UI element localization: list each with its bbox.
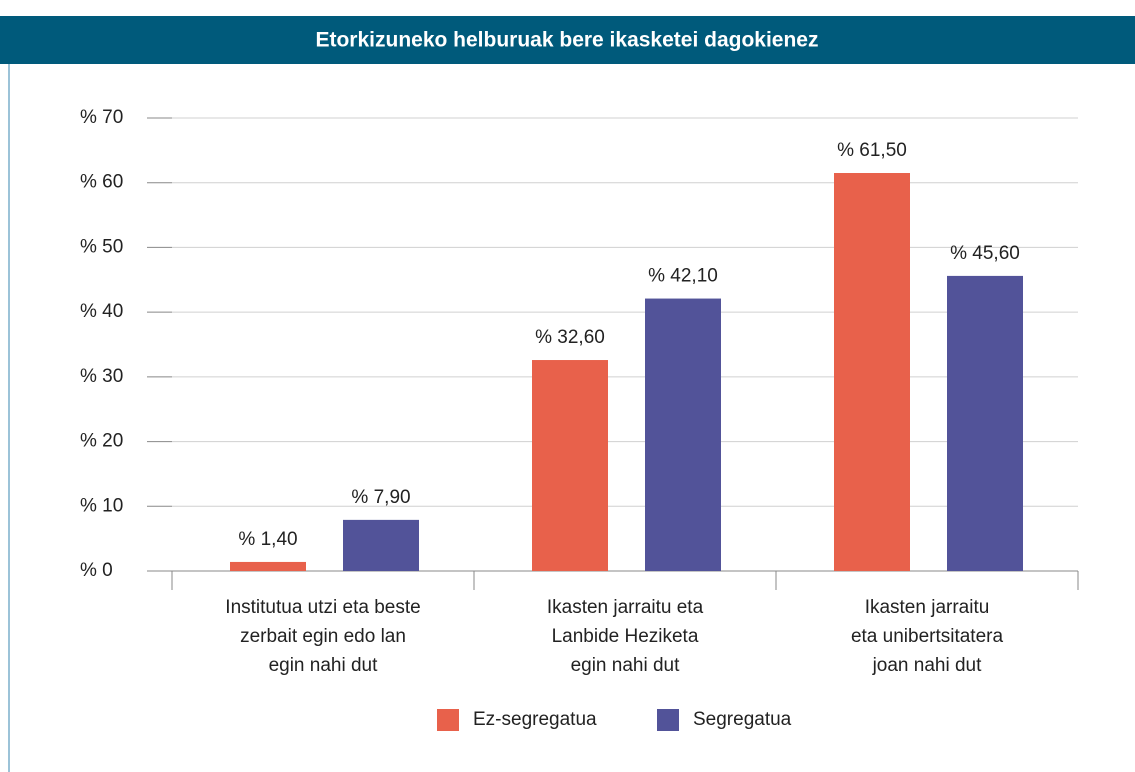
legend-label: Ez-segregatua	[473, 709, 597, 730]
y-tick-label: % 10	[80, 495, 123, 516]
bar	[947, 275, 1023, 571]
x-tick-label: egin nahi dut	[571, 655, 681, 676]
y-tick-label: % 50	[80, 236, 123, 257]
data-label: % 61,50	[837, 140, 907, 161]
x-tick-label: joan nahi dut	[872, 655, 983, 676]
x-tick-label: Institutua utzi eta beste	[225, 597, 420, 618]
y-tick-label: % 20	[80, 431, 123, 452]
bar	[834, 173, 910, 571]
y-tick-label: % 60	[80, 172, 123, 193]
bar	[343, 519, 419, 571]
data-label: % 32,60	[535, 327, 605, 348]
bar	[532, 360, 608, 571]
header-bar	[0, 16, 1135, 64]
y-tick-label: % 30	[80, 366, 123, 387]
x-tick-label: Lanbide Heziketa	[552, 626, 699, 647]
x-tick-label: Ikasten jarraitu	[865, 597, 990, 618]
bar	[230, 561, 306, 571]
data-label: % 45,60	[950, 243, 1020, 264]
legend-swatch	[437, 709, 459, 731]
y-tick-label: % 70	[80, 107, 123, 128]
x-tick-label: zerbait egin edo lan	[240, 626, 406, 647]
data-label: % 42,10	[648, 266, 718, 287]
legend-label: Segregatua	[693, 709, 792, 730]
legend-swatch	[657, 709, 679, 731]
data-label: % 7,90	[351, 487, 410, 508]
x-tick-label: egin nahi dut	[269, 655, 379, 676]
data-label: % 1,40	[238, 529, 297, 550]
bar	[645, 298, 721, 571]
chart-title: Etorkizuneko helburuak bere ikasketei da…	[315, 29, 818, 52]
x-tick-label: Ikasten jarraitu eta	[547, 597, 704, 618]
y-tick-label: % 40	[80, 301, 123, 322]
x-tick-label: eta unibertsitatera	[851, 626, 1004, 647]
y-tick-label: % 0	[80, 560, 113, 581]
